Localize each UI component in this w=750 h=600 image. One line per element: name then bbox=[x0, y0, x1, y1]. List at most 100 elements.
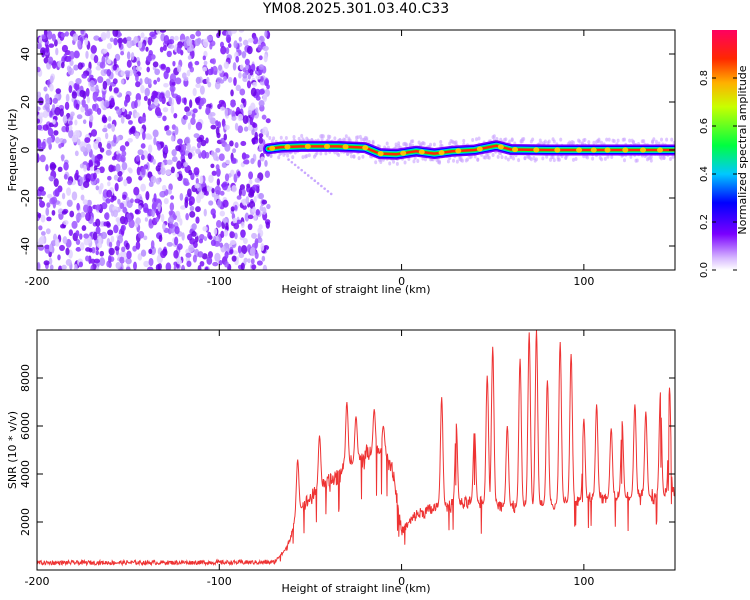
noise-blob bbox=[92, 105, 95, 111]
noise-blob bbox=[66, 259, 72, 266]
noise-blob bbox=[118, 176, 123, 182]
noise-blob bbox=[238, 72, 242, 78]
noise-blob bbox=[75, 150, 79, 156]
noise-blob bbox=[252, 82, 257, 87]
noise-blob bbox=[147, 267, 153, 272]
noise-blob bbox=[204, 61, 208, 66]
track-halo bbox=[652, 137, 655, 141]
noise-blob bbox=[219, 242, 223, 247]
noise-blob bbox=[200, 140, 206, 146]
noise-blob bbox=[206, 256, 212, 265]
noise-blob bbox=[72, 33, 78, 42]
noise-blob bbox=[46, 137, 52, 143]
noise-blob bbox=[101, 32, 107, 40]
snr-xtick-label: 100 bbox=[573, 575, 594, 588]
noise-blob bbox=[264, 160, 267, 167]
figure: YM08.2025.301.03.40.C33 -200 -100 0 100-40-… bbox=[0, 0, 750, 600]
track-halo bbox=[324, 151, 327, 155]
noise-blob bbox=[51, 197, 57, 204]
noise-blob bbox=[103, 222, 106, 227]
noise-blob bbox=[262, 127, 268, 135]
noise-blob bbox=[209, 43, 212, 50]
noise-blob bbox=[75, 170, 78, 177]
noise-blob bbox=[153, 130, 159, 138]
track-blob bbox=[362, 145, 368, 150]
noise-blob bbox=[69, 85, 73, 93]
noise-blob bbox=[243, 238, 248, 244]
noise-blob bbox=[157, 112, 162, 116]
noise-blob bbox=[55, 238, 60, 246]
noise-blob bbox=[189, 99, 192, 108]
track-halo bbox=[322, 134, 325, 138]
noise-blob bbox=[173, 113, 177, 118]
track-halo bbox=[291, 155, 294, 159]
noise-blob bbox=[77, 40, 81, 49]
noise-blob bbox=[229, 249, 233, 254]
noise-blob bbox=[200, 99, 204, 107]
noise-blob bbox=[243, 160, 249, 165]
noise-blob bbox=[35, 106, 41, 111]
noise-blob bbox=[127, 51, 131, 59]
noise-blob bbox=[244, 154, 250, 159]
track-halo bbox=[613, 139, 616, 143]
noise-blob bbox=[243, 115, 249, 124]
noise-blob bbox=[83, 204, 89, 212]
track-halo bbox=[285, 136, 288, 140]
noise-blob bbox=[44, 103, 50, 110]
noise-blob bbox=[85, 256, 90, 262]
track-halo bbox=[350, 154, 353, 158]
noise-blob bbox=[138, 205, 141, 210]
noise-blob bbox=[66, 187, 71, 196]
track-halo bbox=[541, 156, 544, 160]
noise-blob bbox=[105, 133, 108, 140]
noise-blob bbox=[106, 69, 111, 76]
track-blob bbox=[622, 147, 628, 152]
track-halo bbox=[522, 137, 525, 141]
snr-ylabel: SNR (10 * v/v) bbox=[6, 411, 19, 489]
noise-blob bbox=[204, 236, 207, 241]
noise-blob bbox=[224, 229, 228, 236]
noise-blob bbox=[231, 100, 236, 108]
noise-blob bbox=[46, 217, 51, 222]
noise-blob bbox=[199, 239, 203, 244]
noise-blob bbox=[239, 37, 242, 42]
noise-blob bbox=[42, 34, 46, 39]
noise-blob bbox=[69, 211, 74, 218]
noise-blob bbox=[101, 202, 107, 209]
chirp-dot bbox=[317, 182, 320, 185]
track-halo bbox=[328, 135, 331, 139]
track-blob bbox=[657, 147, 663, 152]
noise-blob bbox=[97, 97, 103, 102]
noise-blob bbox=[79, 90, 85, 97]
track-halo bbox=[308, 153, 311, 157]
track-blob bbox=[284, 144, 290, 149]
noise-blob bbox=[175, 126, 179, 135]
noise-blob bbox=[236, 85, 241, 91]
noise-blob bbox=[212, 58, 216, 64]
noise-blob bbox=[94, 55, 99, 63]
noise-blob bbox=[38, 244, 44, 250]
spectrogram-xtick-label: -200 bbox=[25, 275, 50, 288]
noise-blob bbox=[176, 173, 179, 178]
noise-blob bbox=[143, 203, 148, 212]
noise-blob bbox=[113, 210, 118, 218]
track-halo bbox=[587, 140, 590, 144]
noise-blob bbox=[187, 70, 191, 76]
noise-blob bbox=[231, 116, 236, 121]
noise-blob bbox=[154, 98, 159, 106]
noise-blob bbox=[86, 88, 90, 97]
noise-blob bbox=[112, 28, 118, 37]
noise-blob bbox=[53, 98, 58, 104]
noise-blob bbox=[224, 62, 229, 69]
noise-blob bbox=[95, 85, 98, 92]
noise-blob bbox=[175, 211, 180, 216]
noise-blob bbox=[55, 188, 60, 197]
noise-blob bbox=[159, 235, 163, 242]
noise-blob bbox=[222, 200, 228, 208]
noise-blob bbox=[251, 264, 256, 269]
snr-ytick-label: 8000 bbox=[19, 364, 32, 392]
noise-blob bbox=[168, 216, 174, 224]
noise-blob bbox=[165, 90, 170, 98]
noise-blob bbox=[162, 185, 167, 191]
noise-blob bbox=[106, 31, 110, 39]
